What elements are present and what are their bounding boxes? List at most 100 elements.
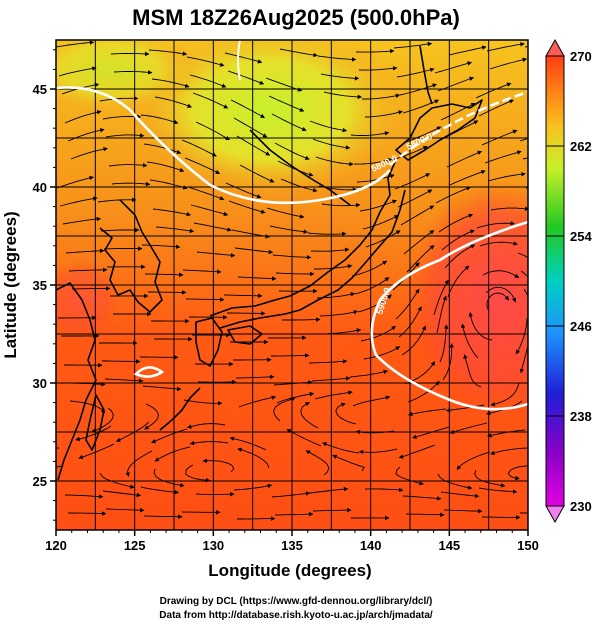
streamline <box>398 444 436 459</box>
streamline <box>523 288 528 298</box>
streamline <box>400 205 435 226</box>
streamline <box>486 42 525 52</box>
streamline <box>69 400 106 414</box>
streamline <box>184 157 221 174</box>
y-axis-ticks: 25 30 35 40 45 <box>33 49 56 521</box>
streamline <box>364 487 404 493</box>
streamline <box>266 207 305 219</box>
streamline <box>482 270 520 279</box>
streamline <box>442 343 454 381</box>
streamline <box>319 310 359 317</box>
streamline <box>229 436 267 451</box>
streamline <box>395 466 424 486</box>
streamline <box>448 45 487 56</box>
streamline <box>19 422 56 430</box>
footer-data-credit: Data from http://database.rish.kyoto-u.a… <box>159 610 433 621</box>
streamline <box>487 172 526 182</box>
streamline <box>441 229 475 251</box>
streamline <box>193 222 232 232</box>
streamline <box>317 55 357 62</box>
streamline <box>186 423 226 429</box>
streamline <box>230 99 266 118</box>
streamline <box>437 76 475 92</box>
colorbar-tick-label: 238 <box>570 409 592 424</box>
streamline <box>233 117 268 138</box>
streamline <box>474 469 506 488</box>
streamline <box>66 381 106 387</box>
streamline <box>321 442 360 454</box>
colorbar-tick-label: 254 <box>570 229 592 244</box>
streamline <box>478 487 518 494</box>
streamline <box>312 138 351 150</box>
contour-5900-small <box>133 366 165 378</box>
streamline <box>321 202 361 208</box>
streamline <box>519 343 528 374</box>
streamline <box>71 286 111 291</box>
streamline <box>182 269 222 274</box>
contour-5800-east <box>389 90 528 166</box>
streamline <box>102 490 142 498</box>
streamline <box>238 395 277 408</box>
colorbar-tick-label: 246 <box>570 319 592 334</box>
streamline <box>102 359 141 364</box>
streamline <box>237 516 276 521</box>
streamline <box>233 483 273 491</box>
streamline <box>402 495 442 501</box>
y-tick-label: 40 <box>33 180 47 195</box>
streamline <box>315 156 354 167</box>
streamline <box>484 150 522 164</box>
streamline <box>275 271 315 277</box>
streamline <box>59 196 98 207</box>
streamline <box>64 110 102 124</box>
streamline <box>490 447 528 456</box>
streamline <box>144 272 184 278</box>
contour-5800-west <box>56 86 391 205</box>
streamline <box>231 229 270 239</box>
streamline <box>110 51 150 57</box>
colorbar-bottom-triangle <box>545 505 565 524</box>
streamline <box>70 147 108 160</box>
x-axis-ticks: 120 125 130 135 140 145 150 <box>45 530 539 553</box>
streamline <box>309 120 348 133</box>
streamline <box>99 96 139 102</box>
streamline <box>142 385 182 392</box>
streamline <box>533 365 537 402</box>
streamline <box>58 66 97 77</box>
streamline <box>196 251 236 258</box>
coastline-korea <box>99 199 163 313</box>
x-tick-label: 120 <box>45 538 67 553</box>
streamline <box>97 197 137 203</box>
x-tick-label: 140 <box>360 538 382 553</box>
streamline <box>412 426 450 439</box>
streamline <box>487 429 526 438</box>
y-tick-label: 45 <box>33 82 47 97</box>
streamline <box>463 354 482 388</box>
streamline <box>56 40 95 48</box>
streamline <box>447 265 470 298</box>
streamline <box>154 96 193 108</box>
streamline <box>305 450 330 476</box>
streamline <box>149 179 188 190</box>
streamline <box>274 142 310 160</box>
streamline <box>100 227 140 233</box>
streamline <box>282 317 321 322</box>
streamline <box>401 325 426 356</box>
coastline-china-coast <box>56 282 97 481</box>
streamline <box>228 200 266 214</box>
streamline <box>332 454 365 472</box>
streamline <box>310 247 350 253</box>
coastline-kyushu <box>195 317 223 367</box>
warm-core-region <box>405 180 528 420</box>
streamline <box>235 374 275 380</box>
streamline <box>395 288 420 320</box>
streamline <box>468 311 493 341</box>
streamline <box>314 390 353 400</box>
streamline <box>273 380 313 386</box>
streamline <box>140 114 179 125</box>
coastline-sakhalin <box>419 45 433 105</box>
coastline-ryukyu <box>159 387 201 431</box>
streamline <box>507 465 528 481</box>
streamline <box>144 403 159 430</box>
streamline <box>151 78 190 88</box>
